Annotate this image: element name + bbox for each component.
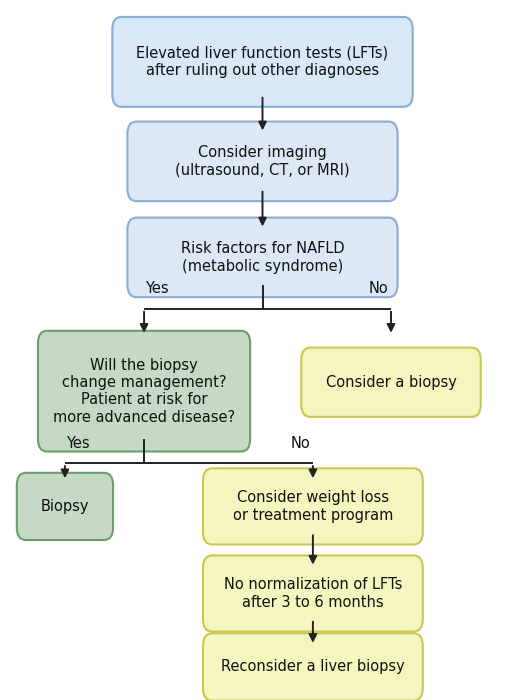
FancyBboxPatch shape bbox=[203, 634, 423, 700]
FancyBboxPatch shape bbox=[128, 218, 397, 298]
Text: Biopsy: Biopsy bbox=[40, 499, 89, 514]
FancyBboxPatch shape bbox=[128, 122, 397, 201]
FancyBboxPatch shape bbox=[17, 473, 113, 540]
FancyBboxPatch shape bbox=[112, 17, 413, 107]
FancyBboxPatch shape bbox=[38, 331, 250, 452]
Text: Yes: Yes bbox=[145, 281, 169, 297]
FancyBboxPatch shape bbox=[301, 348, 481, 417]
FancyBboxPatch shape bbox=[203, 468, 423, 545]
Text: No normalization of LFTs
after 3 to 6 months: No normalization of LFTs after 3 to 6 mo… bbox=[224, 578, 402, 610]
Text: Consider a biopsy: Consider a biopsy bbox=[326, 374, 456, 390]
Text: Yes: Yes bbox=[66, 436, 89, 451]
Text: Consider imaging
(ultrasound, CT, or MRI): Consider imaging (ultrasound, CT, or MRI… bbox=[175, 145, 350, 178]
Text: Consider weight loss
or treatment program: Consider weight loss or treatment progra… bbox=[233, 490, 393, 523]
Text: Will the biopsy
change management?
Patient at risk for
more advanced disease?: Will the biopsy change management? Patie… bbox=[53, 358, 235, 425]
Text: Elevated liver function tests (LFTs)
after ruling out other diagnoses: Elevated liver function tests (LFTs) aft… bbox=[136, 46, 388, 78]
Text: No: No bbox=[369, 281, 388, 297]
Text: Reconsider a liver biopsy: Reconsider a liver biopsy bbox=[221, 659, 405, 674]
Text: Risk factors for NAFLD
(metabolic syndrome): Risk factors for NAFLD (metabolic syndro… bbox=[181, 241, 344, 274]
FancyBboxPatch shape bbox=[203, 556, 423, 631]
Text: No: No bbox=[290, 436, 310, 451]
